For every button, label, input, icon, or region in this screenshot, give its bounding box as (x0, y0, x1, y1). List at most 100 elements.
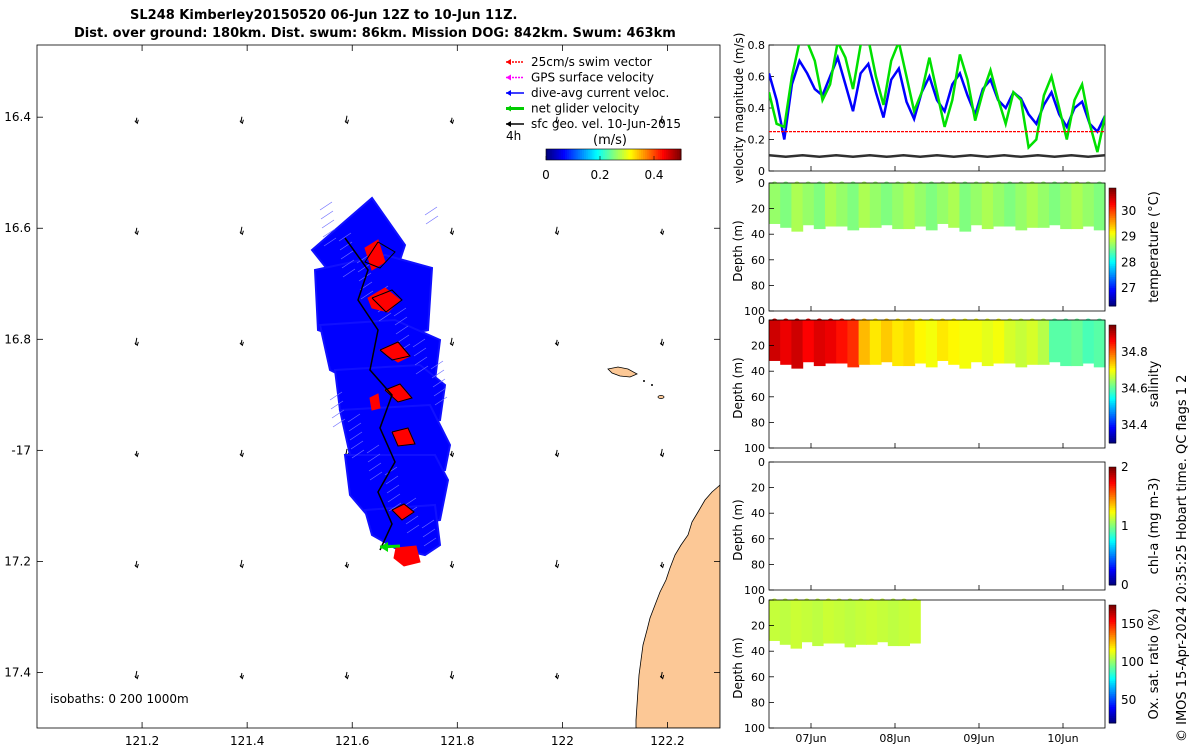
x-tick-label: 121.4 (230, 734, 264, 748)
current-streak (331, 409, 345, 419)
depth-cell (903, 320, 916, 367)
geo-vector-head (659, 452, 665, 458)
depth-cell (869, 183, 882, 228)
depth-y-tick-label: 0 (758, 177, 765, 190)
depth-cell (791, 183, 804, 232)
panel-colorbar-cell (1109, 527, 1116, 531)
panel-colorbar-cell (1109, 654, 1116, 658)
depth-panel-salinity: 0 20 40 60 80 100 Depth (m) 34.4 34.6 34.8salinit… (731, 314, 1162, 455)
profile-top-dot (905, 181, 913, 189)
panel-colorbar-cell (1109, 276, 1116, 279)
depth-cell (858, 183, 871, 228)
panel-colorbar-cell (1109, 234, 1116, 237)
depth-y-tick-label: 100 (744, 305, 765, 318)
panel-colorbar-cell (1109, 470, 1116, 474)
panel-colorbar-tick-label: 150 (1121, 617, 1144, 631)
panel-colorbar-cell (1109, 376, 1116, 379)
panel-colorbar-cell (1109, 656, 1116, 659)
legend-entry: net glider velocity (531, 102, 639, 116)
current-streak (405, 515, 419, 525)
velocity-y-tick-label: 0.2 (748, 134, 766, 147)
colorbar-cell (655, 149, 659, 160)
track-loop (379, 341, 411, 361)
profile-top-dot (871, 181, 879, 189)
colorbar-cell (666, 149, 669, 160)
panel-colorbar-cell (1109, 402, 1116, 405)
legend-entry: GPS surface velocity (531, 71, 654, 85)
panel-colorbar-cell (1109, 581, 1116, 584)
panel-colorbar-cell (1109, 378, 1116, 381)
panel-colorbar-cell (1109, 387, 1116, 391)
profile-top-dot (803, 598, 811, 606)
panel-colorbar-tick-label: 29 (1121, 230, 1136, 244)
panel-colorbar-cell (1109, 360, 1116, 363)
colorbar-cell (664, 149, 667, 160)
panel-colorbar-cell (1109, 717, 1116, 720)
panel-colorbar-cell (1109, 630, 1116, 634)
swim-vector-patch (369, 393, 381, 411)
colorbar-cell (647, 149, 650, 160)
islet (643, 380, 645, 382)
depth-cell (836, 183, 848, 227)
depth-panel-oxygen: 0 20 40 60 80 100 Depth (m) 07Jun 08Jun 09Jun 10Ju… (731, 594, 1162, 745)
profile-top-dot (793, 181, 801, 189)
colorbar-cell (640, 149, 644, 160)
profile-top-dot (1028, 318, 1036, 326)
profile-top-dot (835, 598, 843, 606)
panel-colorbar-cell (1109, 395, 1116, 398)
panel-colorbar-cell (1109, 380, 1116, 383)
colorbar-cell (609, 149, 612, 160)
panel-colorbar-cell (1109, 435, 1116, 438)
depth-cell (937, 183, 949, 224)
panel-colorbar-cell (1109, 498, 1116, 501)
current-streak (321, 219, 335, 229)
profile-top-dot (961, 318, 969, 326)
profile-top-dot (1073, 318, 1081, 326)
depth-cell (769, 320, 781, 361)
geo-vector-head (659, 341, 665, 347)
profile-top-dot (894, 181, 902, 189)
panel-colorbar-cell (1109, 221, 1116, 224)
panel-colorbar-cell (1109, 330, 1116, 333)
colorbar-cell (560, 149, 564, 160)
panel-colorbar-cell (1109, 479, 1116, 483)
panel-colorbar-cell (1109, 210, 1116, 213)
panel-colorbar-cell (1109, 389, 1116, 392)
current-streak (347, 413, 361, 423)
panel-colorbar-box (1108, 187, 1117, 307)
day-tick-label: 10Jun (1047, 732, 1078, 745)
panel-colorbar-cell (1109, 472, 1116, 475)
panel-colorbar-cell (1109, 252, 1116, 255)
current-streak (432, 378, 446, 388)
profile-top-dot (1006, 318, 1014, 326)
panel-colorbar-cell (1109, 529, 1116, 533)
panel-colorbar-cell (1109, 393, 1116, 396)
depth-y-tick-label: 100 (744, 584, 765, 597)
profile-top-dot (827, 318, 835, 326)
panel-colorbar-cell (1109, 237, 1116, 241)
velocity-line-net-glider (769, 45, 1105, 153)
profile-top-dot (1028, 181, 1036, 189)
panel-colorbar-tick-label: 1 (1121, 519, 1129, 533)
depth-y-tick-label: 80 (751, 416, 765, 429)
panel-colorbar-cell (1109, 433, 1116, 437)
legend-entry: 25cm/s swim vector (531, 55, 652, 69)
current-streak (357, 263, 371, 273)
panel-colorbar-tick-label: 50 (1121, 693, 1136, 707)
panel-colorbar-cell (1109, 200, 1116, 204)
geo-vector-head (239, 674, 244, 680)
legend-entry: dive-avg current veloc. (531, 86, 669, 100)
panel-colorbar-cell (1109, 419, 1116, 422)
panel-colorbar-cell (1109, 649, 1116, 652)
current-streak (338, 232, 352, 242)
panel-colorbar-tick-label: 34.8 (1121, 345, 1148, 359)
panel-colorbar-cell (1109, 526, 1116, 529)
panel-colorbar-cell (1109, 617, 1116, 621)
panel-colorbar-cell (1109, 566, 1116, 569)
panel-colorbar-cell (1109, 638, 1116, 641)
depth-ylabel: Depth (m) (731, 637, 745, 698)
geo-vector-head (134, 341, 139, 347)
panel-colorbar-cell (1109, 524, 1116, 527)
y-tick-label: 16.4 (4, 110, 31, 124)
depth-cell (866, 600, 878, 645)
